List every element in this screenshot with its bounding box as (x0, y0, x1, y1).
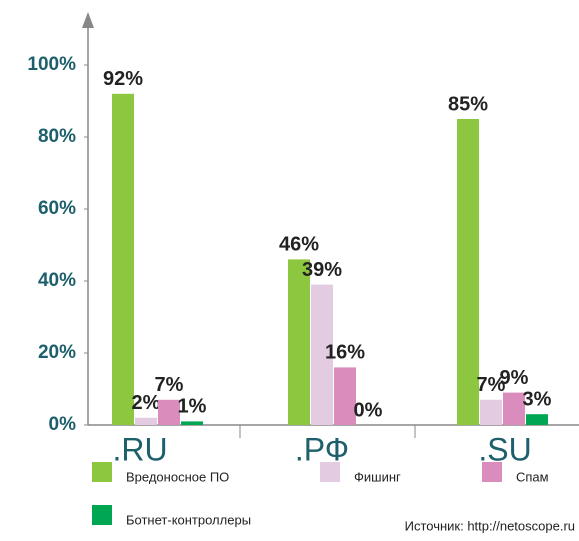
bar (334, 367, 356, 425)
value-label: 7% (477, 374, 506, 396)
bar (135, 417, 157, 425)
legend-label: Ботнет-контроллеры (126, 512, 251, 527)
legend-swatch (92, 505, 112, 525)
value-label: 1% (178, 396, 207, 418)
bar (311, 284, 333, 425)
value-label: 0% (354, 399, 383, 421)
legend-swatch (320, 462, 340, 482)
legend-label: Фишинг (354, 469, 401, 484)
y-tick-label: 20% (38, 342, 76, 363)
legend-swatch (92, 462, 112, 482)
bar (181, 421, 203, 425)
y-tick-label: 100% (27, 54, 76, 75)
bar (480, 399, 502, 425)
value-label: 46% (279, 234, 319, 256)
legend-label: Спам (516, 469, 549, 484)
value-label: 9% (500, 367, 529, 389)
y-tick-label: 80% (38, 126, 76, 147)
y-tick-label: 40% (38, 270, 76, 291)
bar (526, 414, 548, 425)
bar (288, 259, 310, 425)
legend-label: Вредоносное ПО (126, 469, 229, 484)
y-tick-label: 60% (38, 198, 76, 219)
bar (112, 93, 134, 426)
value-label: 92% (103, 68, 143, 90)
bar (457, 119, 479, 425)
y-axis-arrow (82, 12, 94, 28)
value-label: 3% (523, 388, 552, 410)
value-label: 39% (302, 259, 342, 281)
x-tick-label: .RU (112, 431, 167, 467)
value-label: 16% (325, 342, 365, 364)
x-tick-label: .SU (478, 431, 531, 467)
y-tick-label: 0% (49, 414, 77, 435)
value-label: 85% (448, 93, 488, 115)
source: Источник: http://netoscope.ru (405, 518, 575, 533)
value-label: 7% (155, 374, 184, 396)
value-label: 2% (132, 392, 161, 414)
x-tick-label: .РФ (295, 431, 349, 467)
legend-swatch (482, 462, 502, 482)
bar (503, 392, 525, 425)
bar (158, 399, 180, 425)
